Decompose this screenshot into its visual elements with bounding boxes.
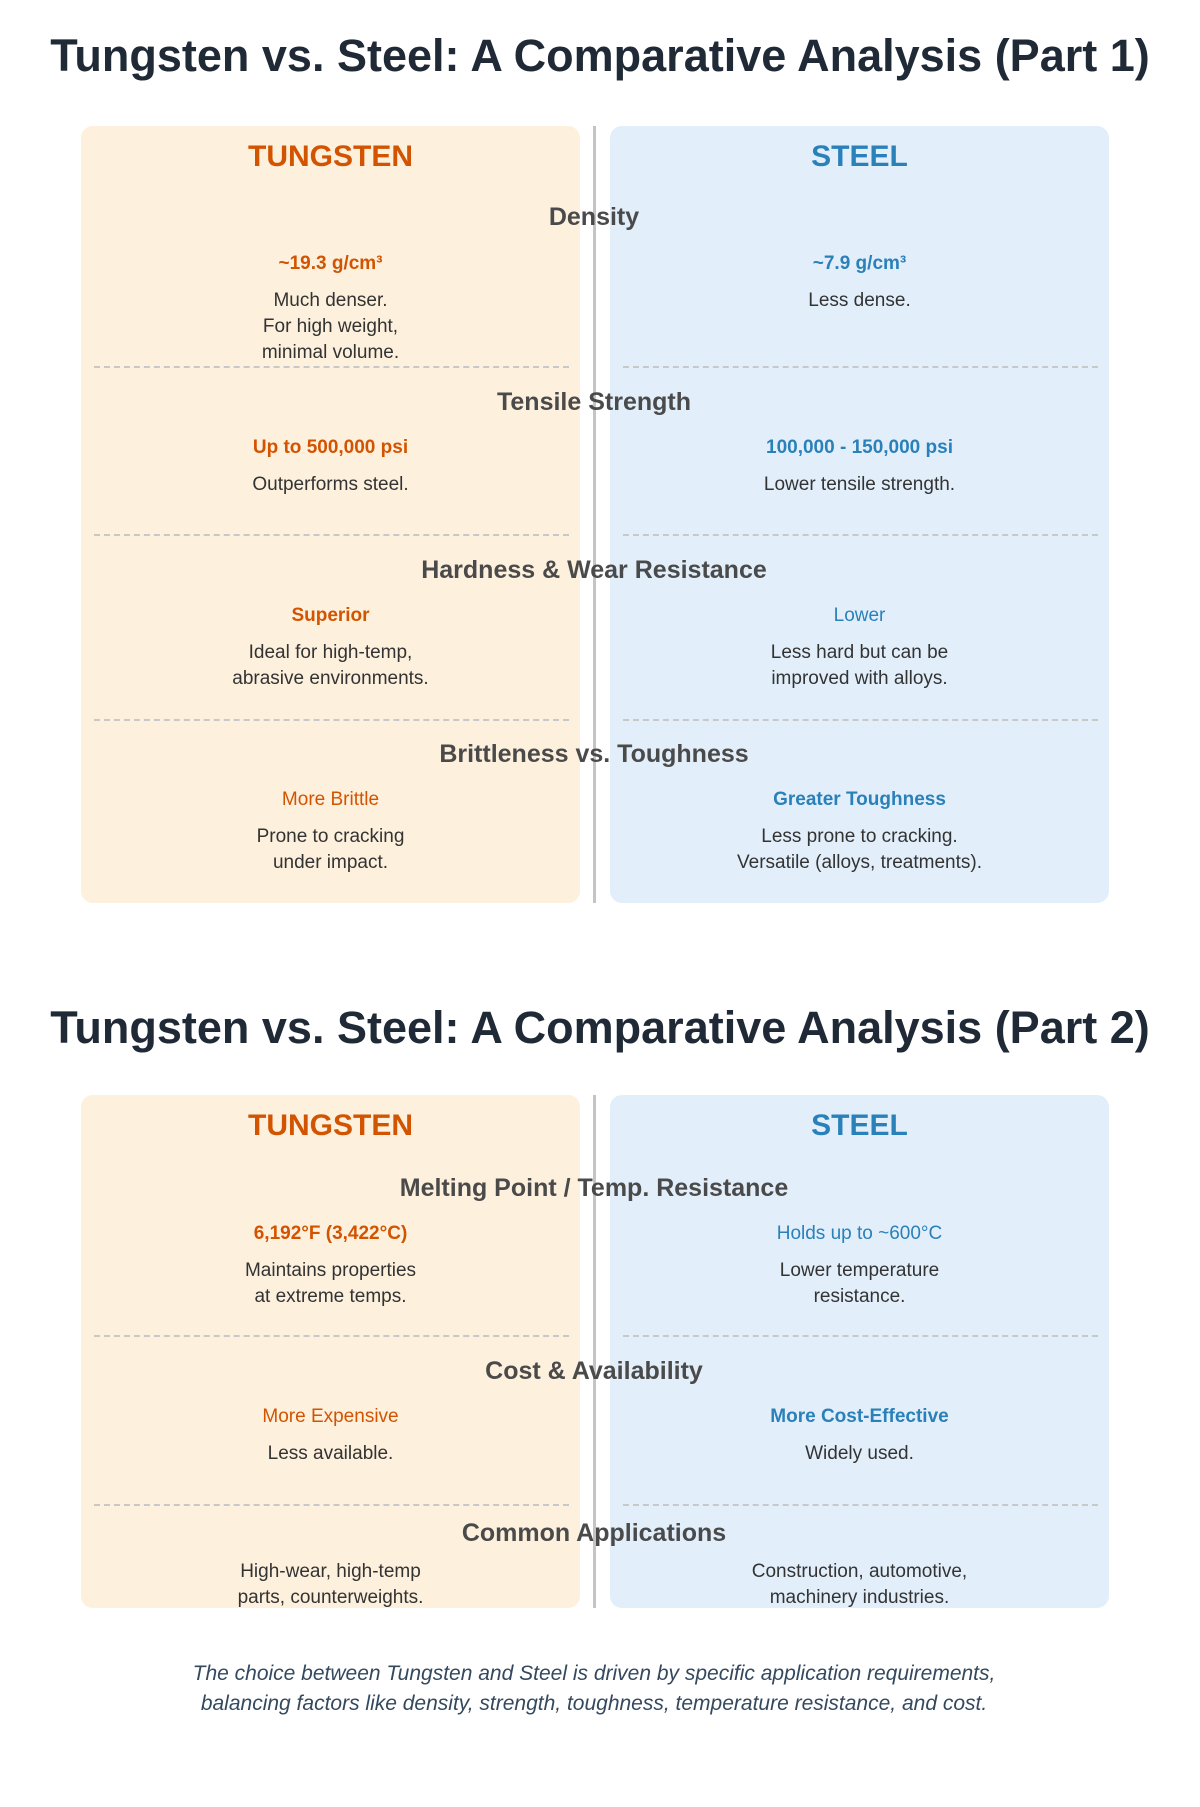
tungsten-melting-value: 6,192°F (3,422°C) (253, 1223, 408, 1244)
part2-tungsten-header: TUNGSTEN (248, 1109, 413, 1142)
steel-tensile-value: 100,000 - 150,000 psi (766, 437, 953, 458)
conclusion-text: The choice between Tungsten and Steel is… (192, 1662, 996, 1715)
steel-density-value: ~7.9 g/cm³ (812, 253, 907, 274)
part2-steel-panel (610, 1095, 1109, 1608)
part1-tungsten-panel (81, 126, 580, 903)
tungsten-brittleness-value: More Brittle (281, 789, 380, 810)
separator (623, 719, 1098, 721)
separator (623, 534, 1098, 536)
steel-hardness-value: Lower (833, 605, 886, 626)
steel-toughness-value: Greater Toughness (773, 789, 946, 810)
tungsten-cost-value: More Expensive (262, 1406, 399, 1427)
separator (94, 719, 569, 721)
steel-tensile-desc: Lower tensile strength. (763, 474, 956, 495)
tungsten-brittleness-desc: Prone to cracking under impact. (256, 826, 405, 873)
tungsten-applications-desc: High-wear, high-temp parts, counterweigh… (237, 1561, 424, 1608)
cost-heading: Cost & Availability (485, 1357, 703, 1385)
tungsten-melting-desc: Maintains properties at extreme temps. (244, 1260, 417, 1307)
separator (94, 1504, 569, 1506)
steel-cost-value: More Cost-Effective (770, 1406, 949, 1427)
tungsten-density-value: ~19.3 g/cm³ (278, 253, 383, 274)
tungsten-tensile-value: Up to 500,000 psi (252, 437, 409, 458)
part2-divider (593, 1095, 596, 1608)
density-heading: Density (548, 203, 640, 231)
separator (94, 1335, 569, 1337)
steel-applications-desc: Construction, automotive, machinery indu… (751, 1561, 968, 1608)
steel-cost-desc: Widely used. (805, 1443, 914, 1464)
separator (623, 1504, 1098, 1506)
steel-melting-desc: Lower temperature resistance. (779, 1260, 940, 1307)
applications-heading: Common Applications (461, 1519, 727, 1547)
separator (623, 1335, 1098, 1337)
tungsten-hardness-value: Superior (291, 605, 370, 626)
brittleness-heading: Brittleness vs. Toughness (439, 740, 749, 768)
hardness-heading: Hardness & Wear Resistance (421, 556, 767, 584)
separator (94, 366, 569, 368)
separator (623, 366, 1098, 368)
melting-heading: Melting Point / Temp. Resistance (399, 1174, 789, 1202)
steel-hardness-desc: Less hard but can be improved with alloy… (770, 642, 949, 689)
part2-steel-header: STEEL (811, 1109, 908, 1142)
steel-melting-value: Holds up to ~600°C (776, 1223, 943, 1244)
tungsten-cost-desc: Less available. (267, 1443, 394, 1464)
part1-divider (593, 126, 596, 903)
steel-density-desc: Less dense. (808, 290, 911, 311)
part1-steel-panel (610, 126, 1109, 903)
part1-steel-header: STEEL (811, 140, 908, 173)
part2-title: Tungsten vs. Steel: A Comparative Analys… (50, 1002, 1150, 1053)
steel-toughness-desc: Less prone to cracking. Versatile (alloy… (737, 826, 982, 873)
separator (94, 534, 569, 536)
part2-tungsten-panel (81, 1095, 580, 1608)
part1-title: Tungsten vs. Steel: A Comparative Analys… (50, 30, 1150, 81)
tensile-heading: Tensile Strength (496, 388, 691, 416)
part1-tungsten-header: TUNGSTEN (248, 140, 413, 173)
tungsten-density-desc: Much denser. For high weight, minimal vo… (261, 290, 400, 363)
tungsten-tensile-desc: Outperforms steel. (252, 474, 409, 495)
tungsten-hardness-desc: Ideal for high-temp, abrasive environmen… (232, 642, 429, 689)
